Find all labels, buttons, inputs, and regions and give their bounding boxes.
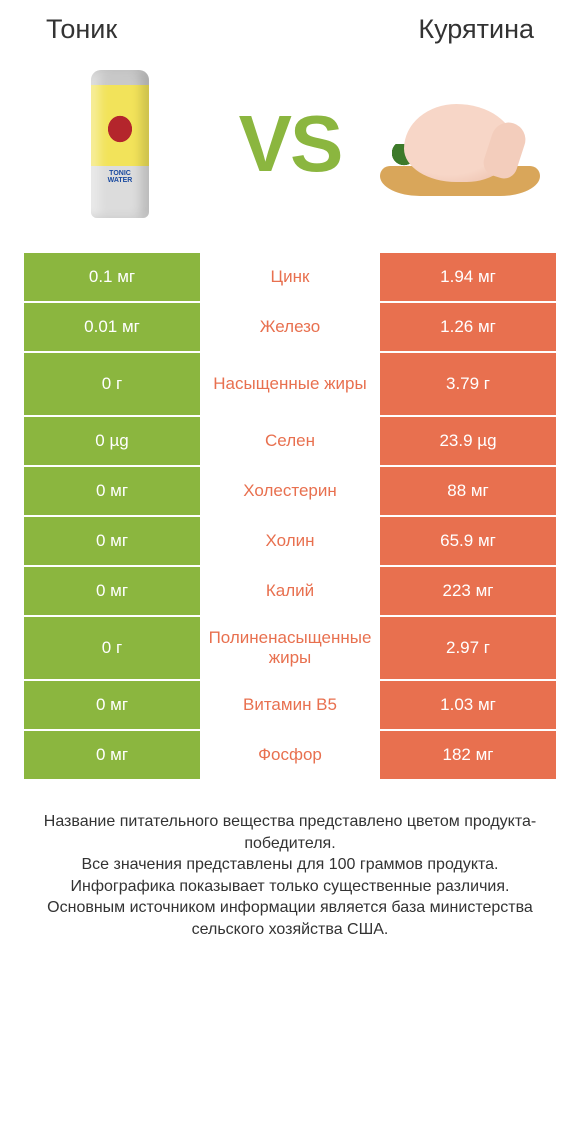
can-label: TONICWATER	[91, 170, 149, 184]
nutrient-label: Фосфор	[200, 731, 380, 779]
right-product-title: Курятина	[418, 14, 534, 45]
nutrient-label: Холестерин	[200, 467, 380, 515]
right-value-cell: 1.94 мг	[380, 253, 556, 301]
right-value-cell: 3.79 г	[380, 353, 556, 415]
table-row: 0 мгХолин65.9 мг	[24, 517, 556, 565]
right-value-cell: 65.9 мг	[380, 517, 556, 565]
right-value-cell: 2.97 г	[380, 617, 556, 679]
chicken-icon	[380, 84, 540, 204]
table-row: 0 мгФосфор182 мг	[24, 731, 556, 779]
table-row: 0 гПолиненасыщенные жиры2.97 г	[24, 617, 556, 679]
nutrient-label: Холин	[200, 517, 380, 565]
right-value-cell: 223 мг	[380, 567, 556, 615]
nutrient-label: Калий	[200, 567, 380, 615]
nutrient-label: Селен	[200, 417, 380, 465]
nutrient-label: Насыщенные жиры	[200, 353, 380, 415]
footer-line: Инфографика показывает только существенн…	[30, 876, 550, 898]
table-row: 0 мгКалий223 мг	[24, 567, 556, 615]
left-value-cell: 0 г	[24, 617, 200, 679]
table-row: 0.01 мгЖелезо1.26 мг	[24, 303, 556, 351]
right-value-cell: 23.9 µg	[380, 417, 556, 465]
right-product-image	[380, 64, 540, 224]
nutrient-label: Цинк	[200, 253, 380, 301]
footer-line: Основным источником информации является …	[30, 897, 550, 940]
left-value-cell: 0 мг	[24, 517, 200, 565]
right-value-cell: 1.26 мг	[380, 303, 556, 351]
table-row: 0 мгХолестерин88 мг	[24, 467, 556, 515]
table-row: 0 гНасыщенные жиры3.79 г	[24, 353, 556, 415]
right-value-cell: 182 мг	[380, 731, 556, 779]
vs-row: TONICWATER VS	[0, 53, 580, 253]
right-value-cell: 1.03 мг	[380, 681, 556, 729]
nutrition-table: 0.1 мгЦинк1.94 мг0.01 мгЖелезо1.26 мг0 г…	[0, 253, 580, 779]
left-value-cell: 0 мг	[24, 681, 200, 729]
left-value-cell: 0 г	[24, 353, 200, 415]
vs-label: VS	[239, 98, 342, 190]
tonic-can-icon: TONICWATER	[91, 70, 149, 218]
left-product-image: TONICWATER	[40, 64, 200, 224]
left-value-cell: 0 µg	[24, 417, 200, 465]
header: Тоник Курятина	[0, 0, 580, 53]
left-value-cell: 0.01 мг	[24, 303, 200, 351]
table-row: 0.1 мгЦинк1.94 мг	[24, 253, 556, 301]
right-value-cell: 88 мг	[380, 467, 556, 515]
left-product-title: Тоник	[46, 14, 117, 45]
footer-notes: Название питательного вещества представл…	[0, 781, 580, 941]
left-value-cell: 0.1 мг	[24, 253, 200, 301]
footer-line: Название питательного вещества представл…	[30, 811, 550, 854]
left-value-cell: 0 мг	[24, 731, 200, 779]
nutrient-label: Железо	[200, 303, 380, 351]
nutrient-label: Витамин B5	[200, 681, 380, 729]
left-value-cell: 0 мг	[24, 467, 200, 515]
nutrient-label: Полиненасыщенные жиры	[200, 617, 380, 679]
left-value-cell: 0 мг	[24, 567, 200, 615]
table-row: 0 µgСелен23.9 µg	[24, 417, 556, 465]
table-row: 0 мгВитамин B51.03 мг	[24, 681, 556, 729]
footer-line: Все значения представлены для 100 граммо…	[30, 854, 550, 876]
